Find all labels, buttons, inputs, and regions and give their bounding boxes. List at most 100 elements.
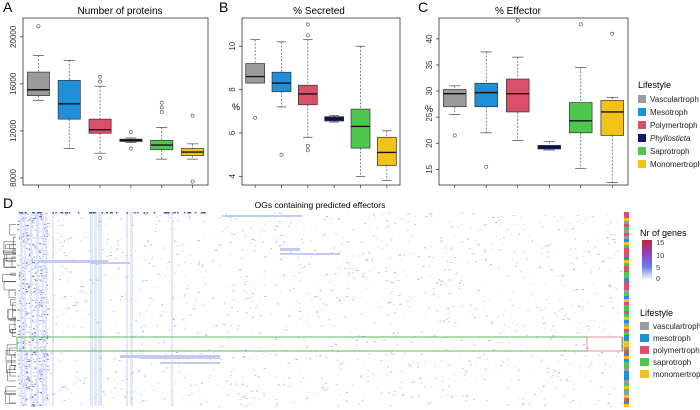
heatmap-cell [439, 396, 442, 398]
heatmap-cell [382, 335, 385, 337]
heatmap-cell [295, 358, 298, 360]
heatmap-cell [72, 259, 75, 261]
heatmap-cell [358, 403, 360, 405]
heatmap-cell [102, 248, 104, 250]
heatmap-cell [523, 251, 525, 253]
heatmap-cell [347, 287, 350, 289]
heatmap-cell [264, 295, 267, 297]
box-monomertroph [181, 113, 205, 184]
box-vasculartroph [245, 39, 265, 120]
legend-label: Monomertroph [650, 160, 700, 169]
heatmap-cell [22, 213, 25, 215]
heatmap-cell [243, 283, 246, 285]
heatmap-cell [555, 275, 557, 277]
heatmap-cell [190, 262, 192, 264]
heatmap-cell [271, 395, 273, 397]
heatmap-cell [424, 313, 426, 315]
heatmap-cell [576, 291, 578, 293]
heatmap-cell [29, 326, 31, 328]
heatmap-cell [197, 240, 201, 242]
heatmap-cell [26, 259, 29, 261]
heatmap-cell [500, 365, 503, 367]
heatmap-cell [459, 281, 461, 283]
heatmap-cell [348, 294, 350, 296]
dendrogram-branch [9, 244, 16, 250]
heatmap-cell [600, 305, 603, 307]
heatmap-cell [262, 241, 264, 243]
heatmap-cell [474, 240, 477, 242]
heatmap-cell [368, 216, 370, 218]
heatmap-cell [40, 269, 44, 271]
heatmap-cell [497, 316, 500, 318]
heatmap-cell [202, 212, 205, 214]
heatmap-cell [322, 303, 325, 305]
heatmap-cell [83, 231, 86, 233]
heatmap-cell [183, 212, 186, 214]
heatmap-cell [429, 362, 431, 364]
heatmap-cell [172, 318, 175, 320]
heatmap-cell [451, 348, 454, 350]
heatmap-cell [151, 256, 154, 258]
heatmap-cell [392, 353, 395, 355]
heatmap-cell [75, 304, 78, 306]
y-tick-label: 35 [425, 60, 434, 69]
heatmap-cell [39, 216, 42, 218]
heatmap-cell [21, 369, 25, 371]
heatmap-cell [614, 253, 617, 255]
heatmap-cell [177, 265, 180, 267]
heatmap-cell [505, 260, 507, 262]
iqr-box [298, 84, 318, 106]
heatmap-cell [40, 220, 43, 222]
outlier-point [98, 79, 102, 84]
heatmap-cell [573, 312, 576, 314]
heatmap-cell [33, 328, 35, 330]
heatmap-cell [335, 344, 338, 346]
heatmap-cell [302, 377, 305, 379]
heatmap-cell [25, 385, 28, 387]
heatmap-cell [65, 297, 67, 299]
heatmap-cell [118, 267, 121, 269]
heatmap-cell [191, 392, 193, 394]
lifestyle-legend-bottom: Lifestyle vasculartrophmesotrophpolymert… [640, 308, 700, 379]
box-polymertroph [88, 74, 112, 160]
heatmap-cell [187, 358, 190, 360]
heatmap-cell [314, 249, 316, 251]
heatmap-cell [91, 212, 94, 214]
panel-a-title: Number of proteins [77, 6, 162, 17]
heatmap-cell [292, 278, 294, 280]
heatmap-cell [394, 338, 396, 340]
dendrogram-branch [11, 310, 16, 318]
heatmap-cell [25, 365, 28, 367]
heatmap-cell [314, 296, 317, 298]
heatmap-cell [150, 315, 153, 317]
heatmap-cell [40, 217, 42, 219]
heatmap-cell [588, 365, 591, 367]
heatmap-cell [115, 391, 118, 393]
heatmap-cell [76, 310, 79, 312]
heatmap-cell [39, 255, 42, 257]
annotation-cell [624, 275, 629, 278]
heatmap-cell [583, 375, 586, 377]
outlier-point [578, 22, 583, 27]
heatmap-cell [308, 263, 311, 265]
heatmap-cell [572, 383, 574, 385]
heatmap-cell [608, 393, 611, 395]
heatmap-cell [465, 379, 468, 381]
heatmap-cell [372, 374, 375, 376]
annotation-cell [624, 296, 629, 299]
heatmap-cell [173, 319, 176, 321]
heatmap-cell [173, 361, 176, 363]
heatmap-cell [27, 360, 31, 362]
heatmap-cell [123, 351, 126, 353]
heatmap-cell [22, 322, 26, 324]
heatmap-cell [79, 380, 83, 382]
heatmap-cell [566, 228, 569, 230]
heatmap-cell [547, 244, 551, 246]
heatmap-cell [389, 381, 391, 383]
heatmap-cell [253, 377, 255, 379]
heatmap-cell [259, 315, 261, 317]
heatmap-cell [448, 321, 450, 323]
heatmap-cell [503, 396, 505, 398]
heatmap-cell [551, 325, 554, 327]
heatmap-cell [46, 223, 50, 225]
